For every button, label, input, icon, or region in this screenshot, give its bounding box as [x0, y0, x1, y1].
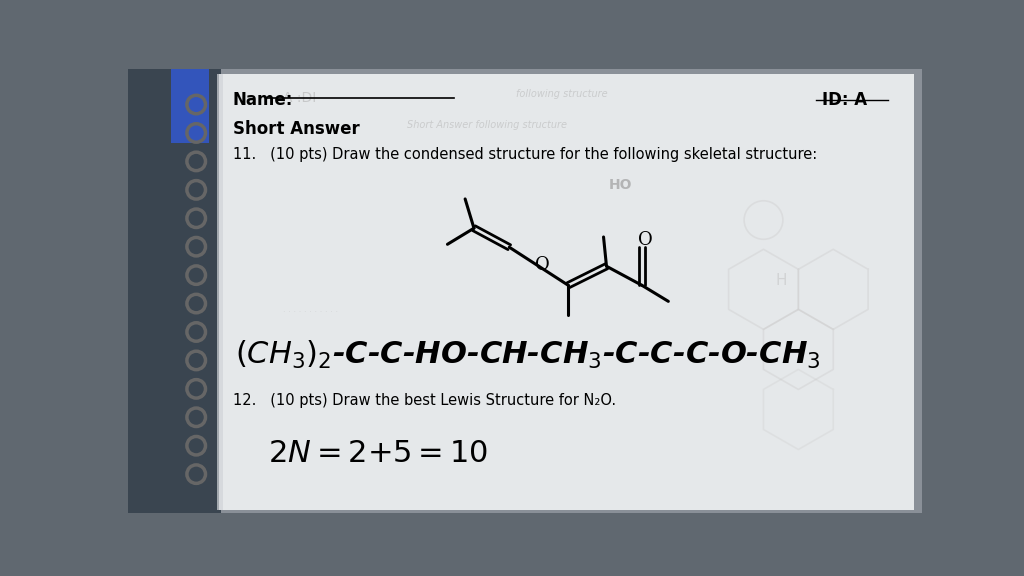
Text: O: O — [535, 256, 550, 274]
FancyBboxPatch shape — [221, 69, 922, 513]
Text: $2N = 2{+}5 = 10$: $2N = 2{+}5 = 10$ — [267, 439, 487, 468]
Text: . . . . . . . . . . .: . . . . . . . . . . . — [283, 305, 341, 314]
FancyBboxPatch shape — [219, 74, 913, 510]
Text: following structure: following structure — [515, 89, 607, 99]
Text: Short Answer: Short Answer — [232, 120, 359, 138]
Text: O: O — [638, 231, 652, 249]
Text: 12.   (10 pts) Draw the best Lewis Structure for N₂O.: 12. (10 pts) Draw the best Lewis Structu… — [232, 393, 615, 408]
Text: Short Answer following structure: Short Answer following structure — [407, 120, 567, 130]
FancyBboxPatch shape — [217, 74, 223, 510]
FancyBboxPatch shape — [128, 69, 221, 513]
FancyBboxPatch shape — [171, 69, 209, 143]
Text: A :DI: A :DI — [283, 90, 316, 105]
Text: ID: A: ID: A — [821, 90, 866, 109]
Text: 11.   (10 pts) Draw the condensed structure for the following skeletal structure: 11. (10 pts) Draw the condensed structur… — [232, 147, 817, 162]
Text: $(CH_3)_2$-C-C-HO-CH-CH$_3$-C-C-C-O-CH$_3$: $(CH_3)_2$-C-C-HO-CH-CH$_3$-C-C-C-O-CH$_… — [234, 339, 820, 372]
Text: HO: HO — [608, 178, 632, 192]
Text: H: H — [775, 274, 786, 289]
Text: Name:: Name: — [232, 90, 293, 109]
